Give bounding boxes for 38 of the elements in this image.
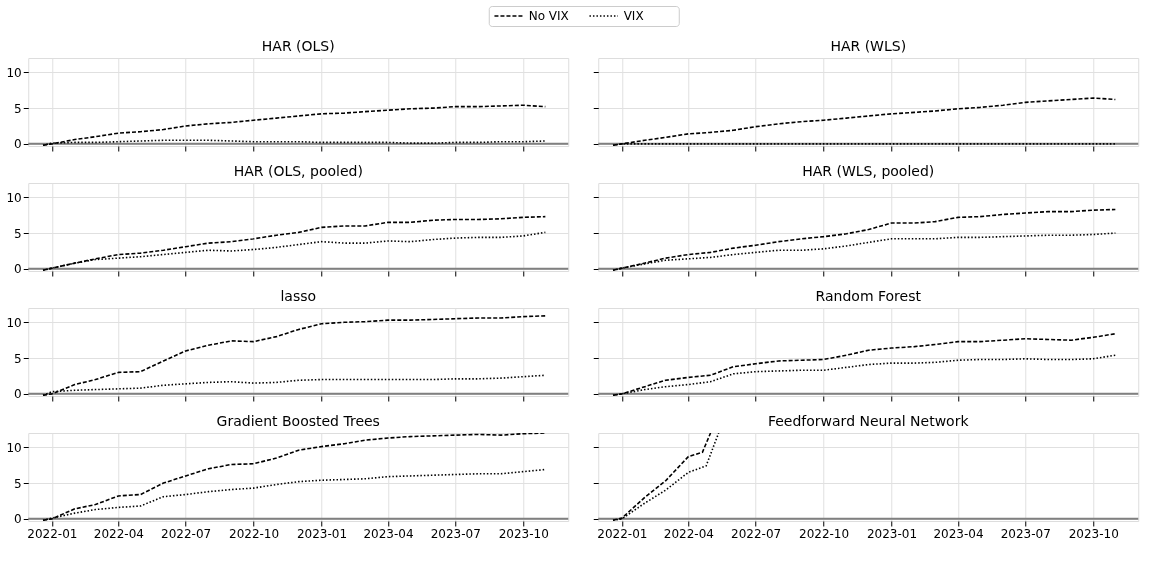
x-tick-label: 2022-04 <box>93 526 144 541</box>
y-tick-label: 10 <box>6 65 22 80</box>
x-tick-label: 2023-10 <box>1068 526 1119 541</box>
chart-title: Gradient Boosted Trees <box>216 413 380 429</box>
x-tick-label: 2022-10 <box>228 526 280 541</box>
chart-title: HAR (WLS, pooled) <box>802 163 935 179</box>
chart-title: lasso <box>280 288 317 304</box>
x-tick-label: 2023-10 <box>498 526 549 541</box>
x-tick-label: 2023-07 <box>430 526 481 541</box>
y-tick-label: 5 <box>14 351 22 366</box>
x-tick-label: 2022-07 <box>731 526 782 541</box>
y-tick-label: 10 <box>6 315 22 330</box>
legend-label: VIX <box>623 9 644 23</box>
y-tick-label: 10 <box>6 190 22 205</box>
x-tick-label: 2023-01 <box>296 526 348 541</box>
chart-title: HAR (OLS, pooled) <box>233 163 363 179</box>
x-tick-label: 2022-01 <box>27 526 78 541</box>
x-tick-label: 2022-10 <box>798 526 850 541</box>
y-tick-label: 0 <box>14 512 22 527</box>
y-tick-label: 5 <box>14 226 22 241</box>
x-tick-label: 2023-01 <box>866 526 918 541</box>
y-tick-label: 0 <box>14 137 22 152</box>
x-tick-label: 2022-04 <box>663 526 714 541</box>
y-tick-label: 0 <box>14 387 22 402</box>
x-tick-label: 2022-07 <box>161 526 212 541</box>
chart-title: HAR (WLS) <box>830 38 907 54</box>
x-tick-label: 2023-04 <box>933 526 984 541</box>
chart-title: Feedforward Neural Network <box>767 413 970 429</box>
x-tick-label: 2023-04 <box>363 526 414 541</box>
y-tick-label: 0 <box>14 262 22 277</box>
y-tick-label: 10 <box>6 440 22 455</box>
chart-title: HAR (OLS) <box>261 38 335 54</box>
y-tick-label: 5 <box>14 101 22 116</box>
x-tick-label: 2023-07 <box>1000 526 1051 541</box>
y-tick-label: 5 <box>14 476 22 491</box>
chart-title: Random Forest <box>815 288 922 304</box>
legend-label: No VIX <box>528 9 569 23</box>
x-tick-label: 2022-01 <box>597 526 648 541</box>
